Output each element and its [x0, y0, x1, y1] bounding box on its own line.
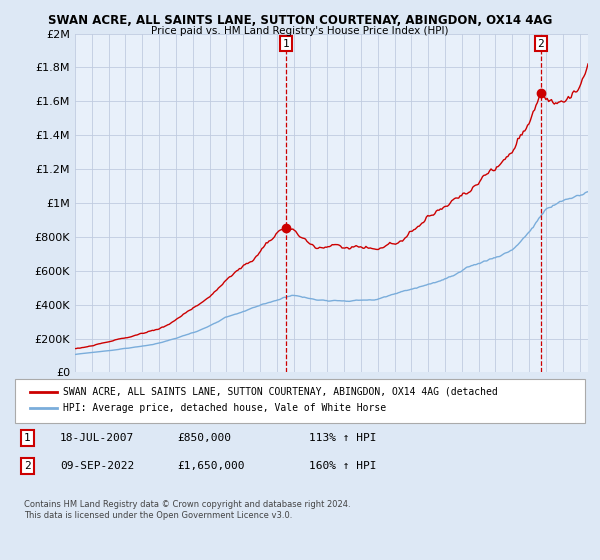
Text: 113% ↑ HPI: 113% ↑ HPI: [309, 433, 377, 443]
Text: £850,000: £850,000: [177, 433, 231, 443]
Text: 1: 1: [283, 39, 289, 49]
Text: 09-SEP-2022: 09-SEP-2022: [60, 461, 134, 471]
Text: 1: 1: [24, 433, 31, 443]
Text: SWAN ACRE, ALL SAINTS LANE, SUTTON COURTENAY, ABINGDON, OX14 4AG (detached: SWAN ACRE, ALL SAINTS LANE, SUTTON COURT…: [63, 387, 498, 397]
Text: Price paid vs. HM Land Registry's House Price Index (HPI): Price paid vs. HM Land Registry's House …: [151, 26, 449, 36]
Text: HPI: Average price, detached house, Vale of White Horse: HPI: Average price, detached house, Vale…: [63, 403, 386, 413]
Text: 2: 2: [24, 461, 31, 471]
Text: 18-JUL-2007: 18-JUL-2007: [60, 433, 134, 443]
Text: This data is licensed under the Open Government Licence v3.0.: This data is licensed under the Open Gov…: [24, 511, 292, 520]
Text: £1,650,000: £1,650,000: [177, 461, 245, 471]
Text: 160% ↑ HPI: 160% ↑ HPI: [309, 461, 377, 471]
Text: Contains HM Land Registry data © Crown copyright and database right 2024.: Contains HM Land Registry data © Crown c…: [24, 500, 350, 508]
Text: SWAN ACRE, ALL SAINTS LANE, SUTTON COURTENAY, ABINGDON, OX14 4AG: SWAN ACRE, ALL SAINTS LANE, SUTTON COURT…: [48, 14, 552, 27]
Text: 2: 2: [538, 39, 544, 49]
